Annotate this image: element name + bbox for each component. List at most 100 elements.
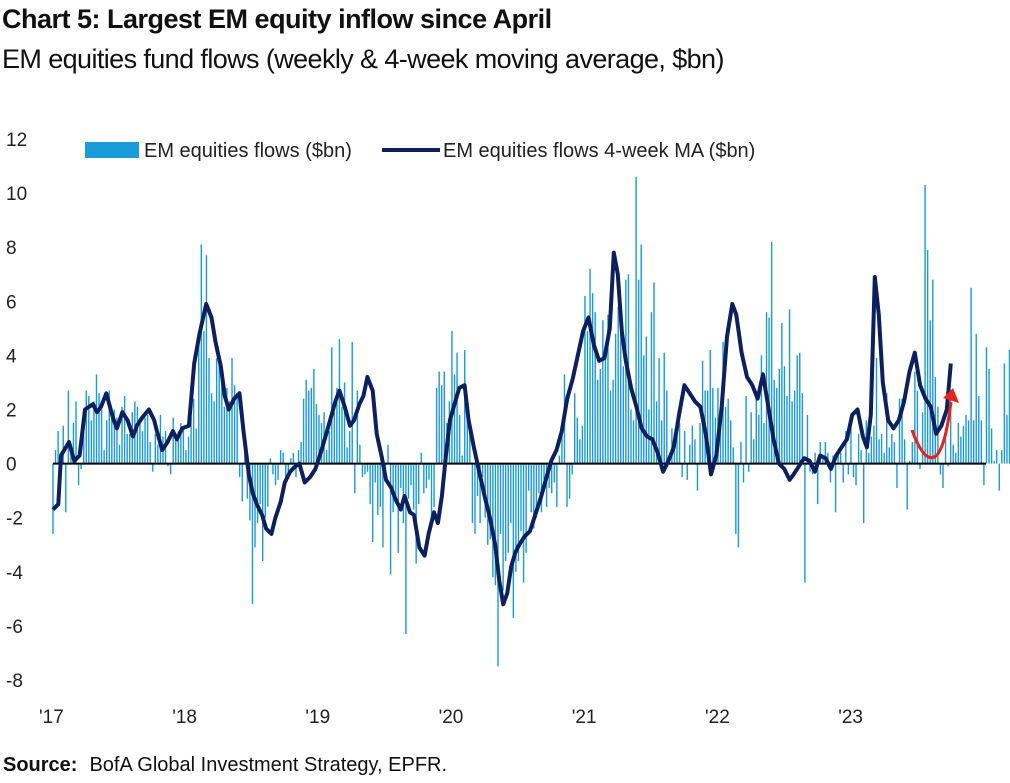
flow-bar [474,463,476,534]
flow-bar [208,358,210,464]
flow-bar [686,463,688,480]
flow-bar [527,463,530,491]
flow-bar [837,450,839,464]
flow-bar [880,433,883,464]
flow-bar [394,463,397,502]
red-curved-arrow-annotation [910,388,959,460]
flow-bar [249,463,251,521]
flow-bar [822,458,824,464]
flow-bar [407,463,410,499]
flow-bar [374,463,376,483]
x-tick-label: '22 [705,707,730,728]
flow-bar [371,463,374,543]
flow-bar [430,463,433,524]
flow-bar [827,452,829,464]
flow-bar [901,398,903,464]
flow-bar [499,463,502,534]
flow-bar [277,463,279,480]
flow-bar [760,355,763,464]
flow-bar [755,398,757,464]
flow-bar [944,428,947,464]
flow-bar [116,417,118,464]
flow-bar [515,463,517,572]
flow-bar [180,423,182,464]
flow-bar [461,455,463,464]
flow-bar [100,409,103,464]
flow-bar [520,463,522,532]
flow-bar [533,463,535,529]
flow-bar [246,463,249,499]
flow-bar [152,463,154,472]
flow-bar [195,428,197,464]
flow-bar [614,333,617,464]
ma-line-series [51,250,953,607]
flow-bar [251,463,254,605]
flow-bar [492,463,494,578]
flow-bar [604,349,607,464]
y-tick-label: 4 [6,346,17,367]
flow-bar [295,463,297,478]
flow-bar [510,463,512,524]
flow-bar [819,441,821,464]
flow-bar [300,441,302,464]
y-tick-label: -4 [6,563,23,584]
flow-bar [678,423,681,464]
flow-bar [558,455,561,464]
flow-bar [660,420,663,464]
flow-bar [579,439,581,464]
flow-bar [829,463,832,483]
flow-bar [236,395,238,464]
flow-bar [886,393,888,464]
flow-bar [336,387,338,464]
flow-bar [568,463,571,499]
flow-bar [914,371,916,464]
flow-bar [354,463,356,494]
flow-bar [80,463,82,470]
x-tick-label: '21 [572,707,597,728]
flow-bar [781,322,783,464]
flow-bar [594,312,596,464]
flow-bar [939,463,942,475]
flow-bar [602,320,604,464]
flow-bar [1001,450,1003,464]
flow-bar [144,417,146,464]
x-tick-label: '20 [439,707,464,728]
flow-bar [814,452,816,464]
flow-bar [796,355,798,464]
flow-bar [724,406,727,464]
flow-bar [453,374,456,464]
flow-bar [591,293,594,464]
flow-bar [366,463,369,472]
flow-bar [630,409,632,464]
flow-bar [177,431,180,464]
flow-bar [418,463,420,505]
flow-bar [103,450,105,464]
flow-bar [451,331,453,464]
legend-swatch-bars [85,142,139,158]
flow-bar [479,463,481,524]
flow-bar [855,463,857,486]
flow-bar [1008,349,1010,464]
flow-bar [737,463,740,548]
flow-bar [175,433,177,464]
flow-bar [988,368,990,464]
x-axis-ticks: '17 '18 '19 '20 '21 '22 '23 [39,707,863,728]
flow-bar [599,368,601,464]
flow-bar [139,423,141,464]
flow-bar [129,433,131,464]
flow-bar [369,463,371,505]
flow-bar [612,379,614,464]
flow-bar [213,401,215,464]
y-tick-label: 12 [6,130,27,151]
flow-bar [356,390,359,464]
flow-bar [169,463,172,475]
flow-bar [377,463,379,515]
flow-bar [875,358,878,464]
flow-bar [809,463,811,472]
flow-bar [215,358,218,464]
flow-bar [315,404,318,464]
flow-bar [351,341,353,464]
flow-bar [88,395,90,464]
flow-bar [292,452,295,464]
flow-bar [584,295,586,464]
